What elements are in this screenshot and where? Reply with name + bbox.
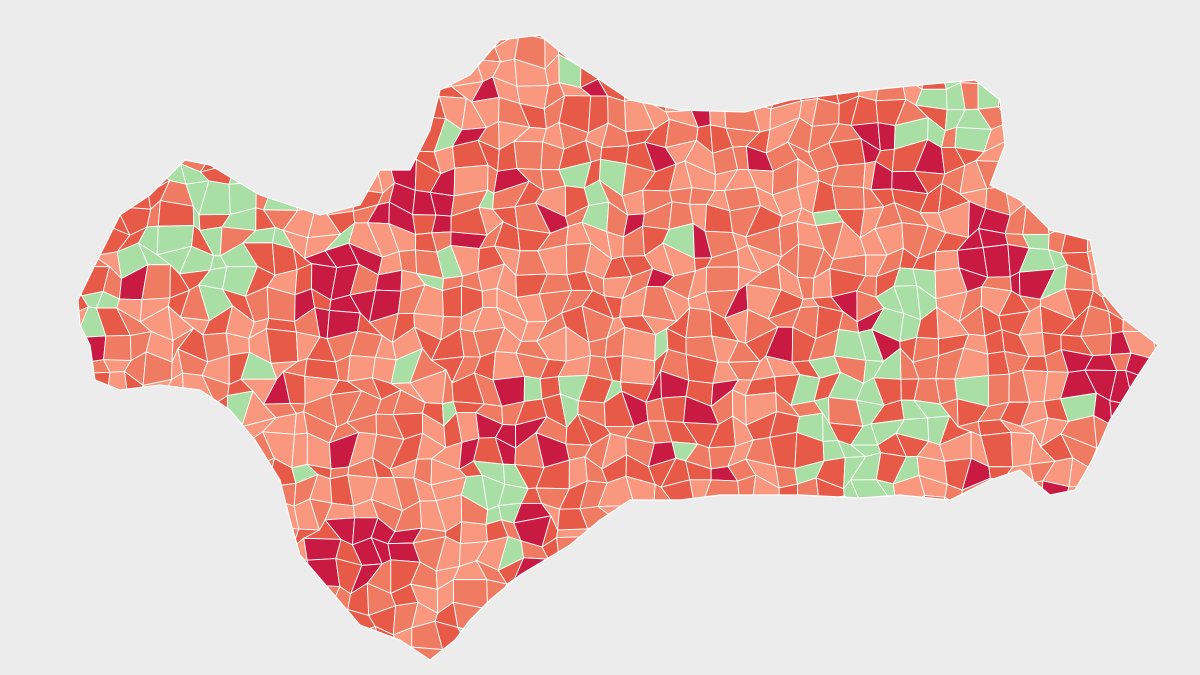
- municipality: [291, 432, 308, 469]
- municipality: [523, 375, 543, 402]
- municipality: [705, 266, 740, 293]
- municipality: [982, 243, 1011, 278]
- municipality: [987, 373, 1010, 407]
- municipality: [265, 328, 299, 364]
- municipality: [620, 355, 656, 386]
- municipality: [103, 335, 132, 361]
- municipality: [685, 307, 713, 339]
- municipality: [877, 122, 896, 152]
- municipality: [481, 287, 498, 309]
- municipality: [660, 395, 687, 423]
- municipality: [459, 521, 488, 545]
- municipality: [441, 285, 463, 318]
- municipality: [513, 140, 544, 171]
- municipality: [303, 537, 342, 561]
- municipality: [831, 185, 865, 211]
- region-outline: [77, 34, 1159, 661]
